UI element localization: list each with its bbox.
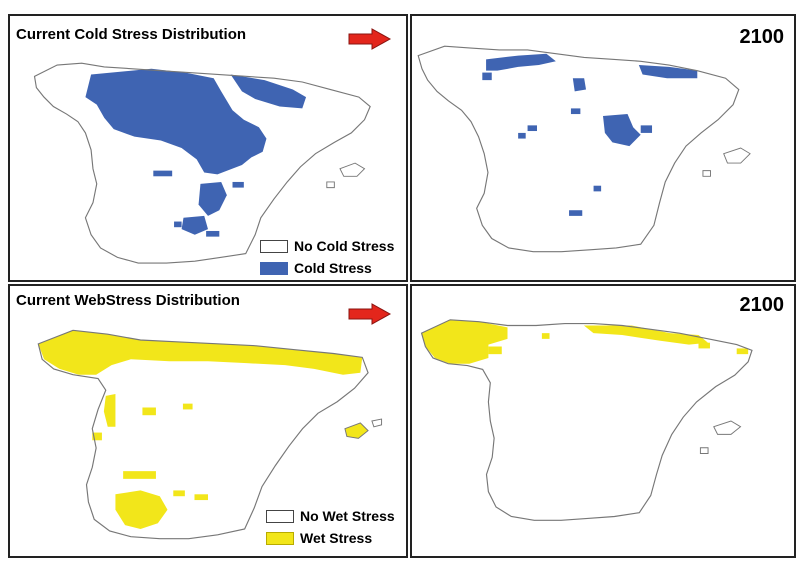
- legend-label: Cold Stress: [294, 260, 372, 276]
- legend-label: No Cold Stress: [294, 238, 395, 254]
- spain-map-wet-current: [37, 329, 383, 540]
- balearic-islands: [344, 422, 369, 439]
- legend-item-no-cold-stress: No Cold Stress: [260, 238, 394, 254]
- cold-stress-areas: [85, 68, 307, 237]
- panel-wet-current: Current WebStress Distribution No Wet St…: [8, 284, 408, 558]
- map-title: Current Cold Stress Distribution: [16, 26, 247, 43]
- spain-map-cold-2100: [417, 45, 751, 253]
- legend-swatch-wet: [266, 531, 294, 545]
- right-arrow-icon: [348, 28, 392, 50]
- year-label: 2100: [739, 294, 785, 316]
- spain-outline: [37, 329, 369, 540]
- panel-cold-2100: 2100: [410, 14, 796, 282]
- spain-map-wet-2100: [420, 319, 753, 521]
- legend-item-cold-stress: Cold Stress: [260, 260, 372, 276]
- legend-item-wet-stress: Wet Stress: [266, 530, 372, 546]
- wet-stress-areas: [421, 319, 749, 364]
- balearic-islands: [702, 147, 751, 177]
- cold-stress-areas: [482, 53, 698, 216]
- spain-outline: [417, 45, 740, 253]
- right-arrow-icon: [348, 303, 392, 325]
- wet-stress-areas: [38, 330, 363, 529]
- legend-label: No Wet Stress: [300, 508, 395, 524]
- panel-wet-2100: 2100: [410, 284, 796, 558]
- legend-label: Wet Stress: [300, 530, 373, 546]
- legend-swatch-no-cold: [260, 239, 288, 253]
- legend-item-no-wet-stress: No Wet Stress: [266, 508, 395, 524]
- legend-swatch-cold: [260, 261, 288, 275]
- map-title: Current WebStress Distribution: [16, 292, 240, 309]
- legend-swatch-no-wet: [266, 509, 294, 523]
- balearic-islands: [699, 420, 742, 454]
- balearic-islands: [326, 162, 366, 189]
- year-label: 2100: [739, 26, 785, 48]
- spain-outline: [33, 62, 371, 264]
- spain-map-cold-current: [33, 62, 371, 264]
- minorca-island: [371, 418, 383, 428]
- panel-cold-current: Current Cold Stress Distribution No Cold…: [8, 14, 408, 282]
- spain-outline: [420, 319, 753, 521]
